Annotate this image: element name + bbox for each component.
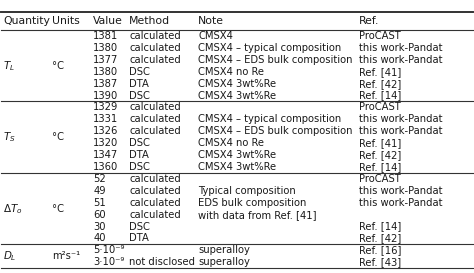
Text: calculated: calculated [129, 43, 181, 53]
Text: Ref. [43]: Ref. [43] [359, 257, 401, 267]
Text: this work-Pandat: this work-Pandat [359, 43, 442, 53]
Text: 52: 52 [93, 174, 106, 184]
Text: Note: Note [198, 16, 224, 26]
Text: Ref. [14]: Ref. [14] [359, 162, 401, 172]
Text: this work-Pandat: this work-Pandat [359, 114, 442, 124]
Text: calculated: calculated [129, 55, 181, 65]
Text: Ref. [42]: Ref. [42] [359, 150, 401, 160]
Text: 51: 51 [93, 198, 106, 208]
Text: Typical composition: Typical composition [198, 186, 296, 196]
Text: Ref. [14]: Ref. [14] [359, 91, 401, 100]
Text: calculated: calculated [129, 186, 181, 196]
Text: °C: °C [52, 204, 64, 214]
Text: 1331: 1331 [93, 114, 118, 124]
Text: CMSX4 – EDS bulk composition: CMSX4 – EDS bulk composition [198, 126, 353, 136]
Text: 49: 49 [93, 186, 106, 196]
Text: Quantity: Quantity [3, 16, 50, 26]
Text: CMSX4 3wt%Re: CMSX4 3wt%Re [198, 91, 276, 100]
Text: CMSX4 – EDS bulk composition: CMSX4 – EDS bulk composition [198, 55, 353, 65]
Text: DSC: DSC [129, 91, 150, 100]
Text: m²s⁻¹: m²s⁻¹ [52, 251, 80, 261]
Text: CMSX4 – typical composition: CMSX4 – typical composition [198, 43, 341, 53]
Text: DSC: DSC [129, 138, 150, 148]
Text: CMSX4 3wt%Re: CMSX4 3wt%Re [198, 150, 276, 160]
Text: ProCAST: ProCAST [359, 102, 401, 112]
Text: DSC: DSC [129, 222, 150, 232]
Text: EDS bulk composition: EDS bulk composition [198, 198, 307, 208]
Text: DTA: DTA [129, 233, 149, 244]
Text: 1347: 1347 [93, 150, 118, 160]
Text: CMSX4 3wt%Re: CMSX4 3wt%Re [198, 79, 276, 89]
Text: calculated: calculated [129, 102, 181, 112]
Text: 1380: 1380 [93, 67, 118, 77]
Text: superalloy: superalloy [198, 245, 250, 255]
Text: DSC: DSC [129, 67, 150, 77]
Text: 1387: 1387 [93, 79, 118, 89]
Text: $T_S$: $T_S$ [3, 130, 16, 144]
Text: 1390: 1390 [93, 91, 118, 100]
Text: this work-Pandat: this work-Pandat [359, 55, 442, 65]
Text: this work-Pandat: this work-Pandat [359, 198, 442, 208]
Text: with data from Ref. [41]: with data from Ref. [41] [198, 210, 317, 220]
Text: Method: Method [129, 16, 170, 26]
Text: $T_L$: $T_L$ [3, 59, 15, 73]
Text: calculated: calculated [129, 126, 181, 136]
Text: ProCAST: ProCAST [359, 174, 401, 184]
Text: DSC: DSC [129, 162, 150, 172]
Text: 40: 40 [93, 233, 106, 244]
Text: superalloy: superalloy [198, 257, 250, 267]
Text: CMSX4: CMSX4 [198, 31, 233, 41]
Text: calculated: calculated [129, 31, 181, 41]
Text: not disclosed: not disclosed [129, 257, 195, 267]
Text: calculated: calculated [129, 174, 181, 184]
Text: 1377: 1377 [93, 55, 118, 65]
Text: Ref. [41]: Ref. [41] [359, 67, 401, 77]
Text: calculated: calculated [129, 198, 181, 208]
Text: Ref.: Ref. [359, 16, 379, 26]
Text: calculated: calculated [129, 114, 181, 124]
Text: calculated: calculated [129, 210, 181, 220]
Text: Ref. [42]: Ref. [42] [359, 233, 401, 244]
Text: Ref. [14]: Ref. [14] [359, 222, 401, 232]
Text: DTA: DTA [129, 150, 149, 160]
Text: 1329: 1329 [93, 102, 118, 112]
Text: 1326: 1326 [93, 126, 118, 136]
Text: 30: 30 [93, 222, 106, 232]
Text: 1360: 1360 [93, 162, 118, 172]
Text: CMSX4 no Re: CMSX4 no Re [198, 67, 264, 77]
Text: Value: Value [93, 16, 123, 26]
Text: Ref. [42]: Ref. [42] [359, 79, 401, 89]
Text: CMSX4 3wt%Re: CMSX4 3wt%Re [198, 162, 276, 172]
Text: ProCAST: ProCAST [359, 31, 401, 41]
Text: DTA: DTA [129, 79, 149, 89]
Text: 3·10⁻⁹: 3·10⁻⁹ [93, 257, 125, 267]
Text: 1380: 1380 [93, 43, 118, 53]
Text: this work-Pandat: this work-Pandat [359, 126, 442, 136]
Text: CMSX4 – typical composition: CMSX4 – typical composition [198, 114, 341, 124]
Text: $\Delta T_o$: $\Delta T_o$ [3, 202, 23, 216]
Text: 1381: 1381 [93, 31, 118, 41]
Text: 5·10⁻⁹: 5·10⁻⁹ [93, 245, 125, 255]
Text: Units: Units [52, 16, 80, 26]
Text: CMSX4 no Re: CMSX4 no Re [198, 138, 264, 148]
Text: $D_L$: $D_L$ [3, 250, 17, 263]
Text: Ref. [41]: Ref. [41] [359, 138, 401, 148]
Text: °C: °C [52, 132, 64, 142]
Text: °C: °C [52, 61, 64, 71]
Text: Ref. [16]: Ref. [16] [359, 245, 401, 255]
Text: this work-Pandat: this work-Pandat [359, 186, 442, 196]
Text: 60: 60 [93, 210, 106, 220]
Text: 1320: 1320 [93, 138, 118, 148]
